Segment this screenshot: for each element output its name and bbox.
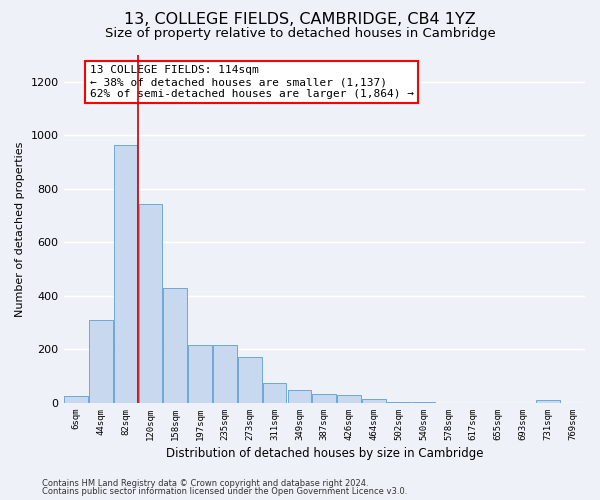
Bar: [287, 390, 311, 403]
Y-axis label: Number of detached properties: Number of detached properties: [15, 142, 25, 316]
Bar: [263, 383, 286, 403]
Bar: [536, 400, 560, 403]
Bar: [64, 396, 88, 403]
Bar: [114, 144, 137, 403]
Text: Contains HM Land Registry data © Crown copyright and database right 2024.: Contains HM Land Registry data © Crown c…: [42, 478, 368, 488]
Bar: [139, 204, 162, 403]
Text: 13, COLLEGE FIELDS, CAMBRIDGE, CB4 1YZ: 13, COLLEGE FIELDS, CAMBRIDGE, CB4 1YZ: [124, 12, 476, 28]
Bar: [188, 346, 212, 403]
Text: 13 COLLEGE FIELDS: 114sqm
← 38% of detached houses are smaller (1,137)
62% of se: 13 COLLEGE FIELDS: 114sqm ← 38% of detac…: [89, 66, 413, 98]
Text: Contains public sector information licensed under the Open Government Licence v3: Contains public sector information licen…: [42, 487, 407, 496]
Bar: [337, 395, 361, 403]
Bar: [387, 402, 410, 403]
X-axis label: Distribution of detached houses by size in Cambridge: Distribution of detached houses by size …: [166, 447, 483, 460]
Bar: [313, 394, 336, 403]
Bar: [362, 399, 386, 403]
Bar: [238, 358, 262, 403]
Text: Size of property relative to detached houses in Cambridge: Size of property relative to detached ho…: [104, 28, 496, 40]
Bar: [213, 346, 237, 403]
Bar: [412, 402, 436, 403]
Bar: [163, 288, 187, 403]
Bar: [89, 320, 113, 403]
